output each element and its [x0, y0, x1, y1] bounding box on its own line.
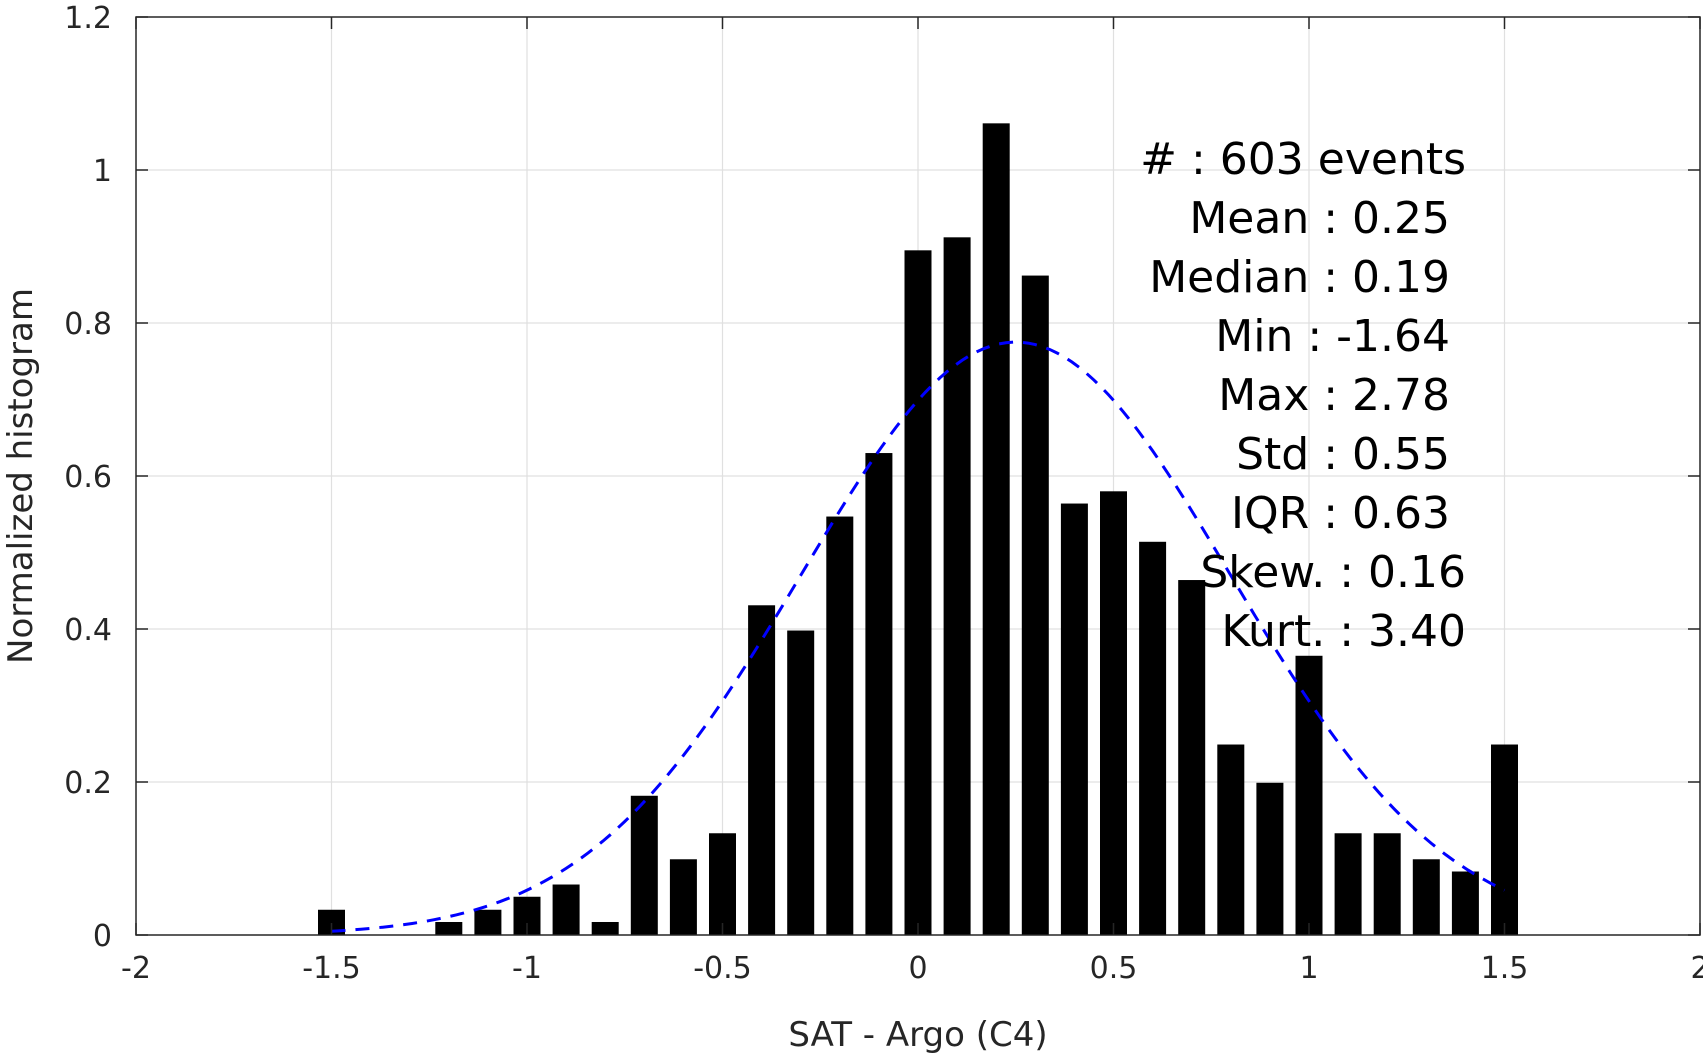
histogram-bar — [435, 921, 463, 935]
histogram-bar — [1491, 744, 1518, 935]
stats-line: Kurt. : 3.40 — [1221, 606, 1466, 657]
histogram-bars — [318, 123, 1518, 935]
stats-line: Median : 0.19 — [1149, 252, 1450, 303]
stats-line: Max : 2.78 — [1218, 370, 1450, 421]
y-tick-labels: 0 0.2 0.4 0.6 0.8 1 1.2 — [64, 1, 112, 954]
histogram-bar — [748, 605, 776, 935]
histogram-bar — [552, 884, 580, 935]
x-tick-label: -1 — [512, 951, 542, 986]
stats-line: # : 603 events — [1140, 134, 1466, 185]
x-tick-label: 1.5 — [1481, 951, 1529, 986]
stats-line: Std : 0.55 — [1236, 429, 1450, 480]
x-tick-label: 0.5 — [1090, 951, 1138, 986]
histogram-bar — [1412, 859, 1440, 935]
y-axis-label: Normalized histogram — [1, 288, 41, 664]
y-tick-label: 0.2 — [64, 766, 112, 801]
histogram-bar — [591, 921, 619, 935]
histogram-bar — [630, 795, 658, 935]
histogram-bar — [1100, 491, 1127, 935]
stats-line: IQR : 0.63 — [1231, 488, 1450, 539]
histogram-bar — [1334, 833, 1362, 935]
stats-line: Skew. : 0.16 — [1200, 547, 1466, 598]
stats-line: Min : -1.64 — [1215, 311, 1450, 362]
x-tick-label: 2 — [1690, 951, 1703, 986]
normal-fit-curve — [331, 340, 1506, 933]
x-tick-label: -1.5 — [302, 951, 361, 986]
y-tick-label: 0 — [93, 919, 112, 954]
histogram-bar — [1256, 782, 1284, 935]
x-tick-labels: -2 -1.5 -1 -0.5 0 0.5 1 1.5 2 — [121, 951, 1703, 986]
y-tick-label: 0.8 — [64, 307, 112, 342]
y-tick-label: 0.4 — [64, 613, 112, 648]
stats-annotation: # : 603 events Mean : 0.25 Median : 0.19 Mi… — [1140, 134, 1466, 657]
histogram-bar — [474, 909, 502, 935]
histogram-bar — [1373, 833, 1401, 935]
histogram-bar — [1217, 744, 1245, 935]
x-tick-label: 0 — [908, 951, 927, 986]
histogram-bar — [787, 630, 815, 935]
axis-ticks — [135, 16, 1701, 936]
histogram-bar — [1451, 871, 1479, 935]
histogram-bar — [669, 859, 697, 935]
histogram-bar — [865, 453, 893, 935]
y-tick-label: 1.2 — [64, 1, 112, 36]
x-tick-label: 1 — [1299, 951, 1318, 986]
histogram-bar — [943, 237, 971, 935]
histogram-bar — [1021, 275, 1049, 935]
histogram-bar — [1295, 655, 1323, 935]
histogram-bar — [1060, 503, 1088, 935]
histogram-bar — [826, 516, 854, 935]
x-axis-label: SAT - Argo (C4) — [788, 1015, 1047, 1055]
x-tick-label: -2 — [121, 951, 151, 986]
y-tick-label: 1 — [93, 154, 112, 189]
histogram-bar — [1139, 541, 1167, 935]
histogram-bar — [709, 833, 736, 935]
histogram-bar — [1178, 580, 1206, 935]
y-tick-label: 0.6 — [64, 460, 112, 495]
histogram-bar — [982, 123, 1010, 935]
histogram-bar — [904, 250, 932, 935]
stats-line: Mean : 0.25 — [1189, 193, 1450, 244]
x-tick-label: -0.5 — [693, 951, 752, 986]
